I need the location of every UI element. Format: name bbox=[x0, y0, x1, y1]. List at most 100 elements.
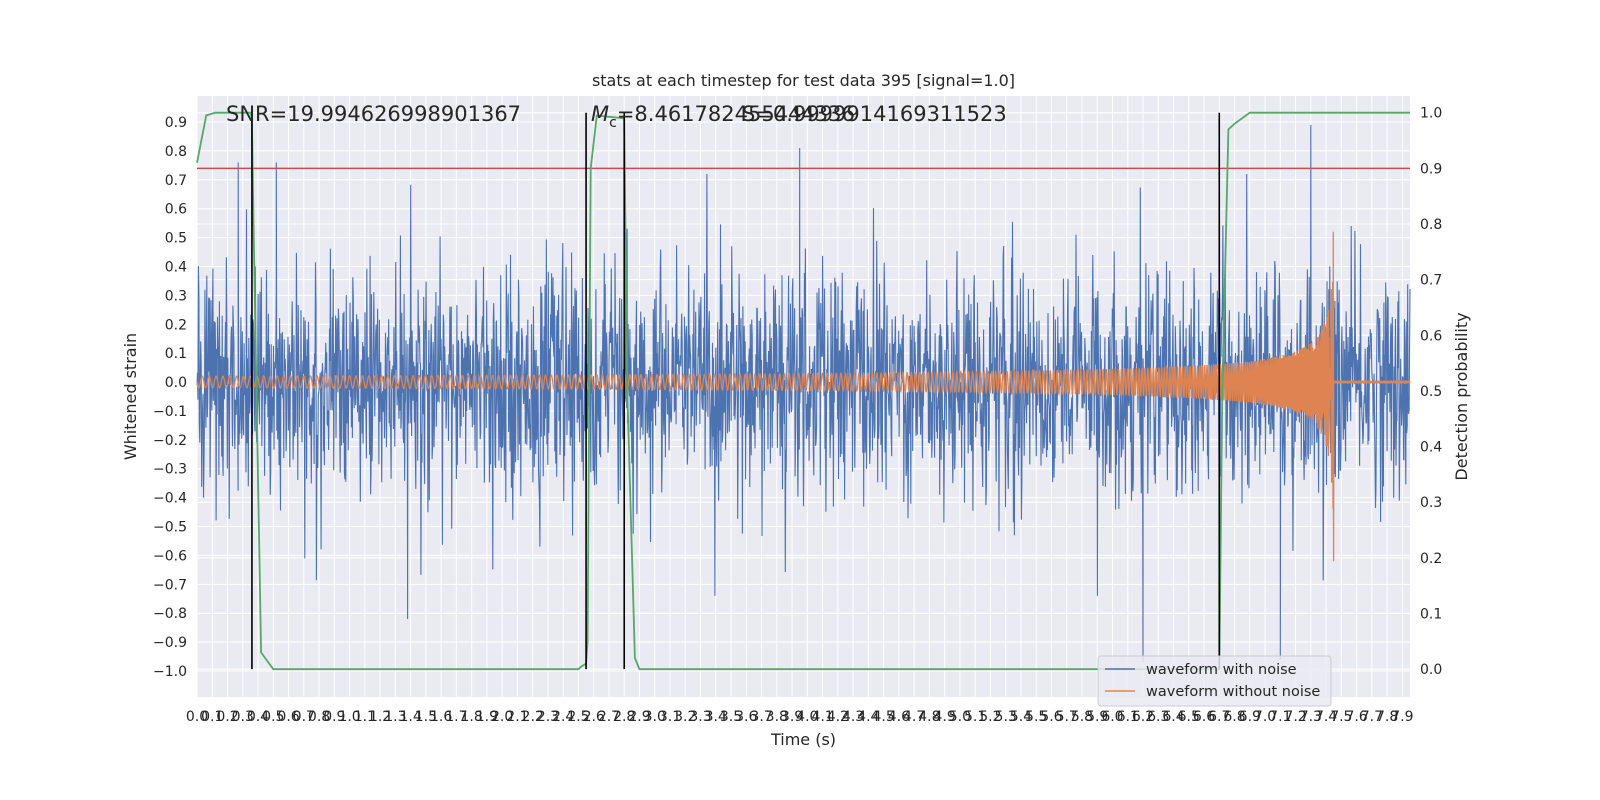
y-tick-label: −1.0 bbox=[153, 664, 187, 680]
x-tick-label: 4.7 bbox=[903, 709, 925, 725]
y-tick-label: 0.7 bbox=[165, 173, 187, 189]
x-tick-label: 6.0 bbox=[1101, 709, 1123, 725]
x-tick-label: 0.3 bbox=[232, 709, 254, 725]
x-tick-label: 5.6 bbox=[1040, 709, 1062, 725]
x-tick-label: 6.3 bbox=[1147, 709, 1169, 725]
x-tick-label: 2.2 bbox=[522, 709, 544, 725]
x-tick-label: 0.9 bbox=[323, 709, 345, 725]
x-tick-label: 2.8 bbox=[613, 709, 635, 725]
y-tick-label: 0.9 bbox=[165, 115, 187, 131]
y-axis-label: Whitened strain bbox=[121, 333, 140, 460]
x-tick-label: 5.4 bbox=[1010, 709, 1032, 725]
x-tick-label: 7.1 bbox=[1269, 709, 1291, 725]
x-tick-label: 5.8 bbox=[1071, 709, 1093, 725]
x-tick-label: 2.3 bbox=[537, 709, 559, 725]
legend: waveform with noise waveform without noi… bbox=[1097, 655, 1332, 707]
x-tick-label: 3.0 bbox=[644, 709, 666, 725]
x-tick-label: 1.3 bbox=[384, 709, 406, 725]
y-tick-label: −0.2 bbox=[153, 433, 187, 449]
x-tick-label: 3.5 bbox=[720, 709, 742, 725]
snr-annotation: SNR=19.994626998901367 bbox=[226, 102, 521, 126]
chirp-mass-annotation: Mc=8.461782455444336 bbox=[591, 102, 855, 131]
x-tick-label: 2.5 bbox=[567, 709, 589, 725]
x-tick-label: 7.6 bbox=[1345, 709, 1367, 725]
y2-tick-label: 1.0 bbox=[1420, 106, 1442, 122]
x-tick-label: 1.9 bbox=[476, 709, 498, 725]
x-tick-label: 3.3 bbox=[689, 709, 711, 725]
y2-axis-label: Detection probability bbox=[1452, 312, 1471, 480]
x-tick-label: 7.5 bbox=[1330, 709, 1352, 725]
y-tick-label: −0.7 bbox=[153, 577, 187, 593]
waveform-without-noise-series bbox=[196, 231, 1411, 562]
x-axis-label: Time (s) bbox=[770, 730, 836, 749]
x-tick-label: 4.4 bbox=[857, 709, 879, 725]
y2-tick-label: 0.5 bbox=[1420, 384, 1442, 400]
x-tick-label: 6.8 bbox=[1223, 709, 1245, 725]
y-tick-label: −0.8 bbox=[153, 606, 187, 622]
y-tick-label: 0.3 bbox=[165, 288, 187, 304]
y-tick-label: 0.8 bbox=[165, 144, 187, 160]
detection-markers bbox=[251, 112, 1221, 670]
x-tick-label: 4.2 bbox=[827, 709, 849, 725]
x-tick-label: 5.9 bbox=[1086, 709, 1108, 725]
x-tick-label: 7.7 bbox=[1361, 709, 1383, 725]
x-tick-label: 3.8 bbox=[766, 709, 788, 725]
x-tick-label: 3.6 bbox=[735, 709, 757, 725]
x-tick-labels: 0.00.10.20.30.40.50.60.70.80.91.01.11.21… bbox=[186, 709, 1414, 725]
x-tick-label: 7.8 bbox=[1376, 709, 1398, 725]
y-tick-label: −0.3 bbox=[153, 462, 187, 478]
y-tick-label: 0.2 bbox=[165, 317, 187, 333]
x-tick-label: 5.1 bbox=[964, 709, 986, 725]
x-tick-label: 4.8 bbox=[918, 709, 940, 725]
x-tick-label: 7.4 bbox=[1315, 709, 1337, 725]
x-tick-label: 3.1 bbox=[659, 709, 681, 725]
y2-tick-labels: 0.0 0.1 0.2 0.3 0.4 0.5 0.6 0.7 0.8 0.9 1.0 bbox=[1420, 106, 1442, 678]
y2-tick-label: 0.6 bbox=[1420, 328, 1442, 344]
x-tick-label: 7.0 bbox=[1254, 709, 1276, 725]
x-tick-label: 7.9 bbox=[1391, 709, 1413, 725]
x-tick-label: 0.2 bbox=[216, 709, 238, 725]
x-tick-label: 1.8 bbox=[461, 709, 483, 725]
x-tick-label: 1.0 bbox=[338, 709, 360, 725]
y2-tick-label: 0.4 bbox=[1420, 440, 1442, 456]
legend-label-noise: waveform with noise bbox=[1146, 662, 1297, 678]
x-tick-label: 0.6 bbox=[277, 709, 299, 725]
y-tick-label: −0.1 bbox=[153, 404, 187, 420]
y-tick-label: 0.5 bbox=[165, 231, 187, 247]
x-tick-label: 4.9 bbox=[934, 709, 956, 725]
x-tick-label: 7.2 bbox=[1284, 709, 1306, 725]
y2-tick-label: 0.3 bbox=[1420, 495, 1442, 511]
y2-tick-label: 0.9 bbox=[1420, 161, 1442, 177]
x-tick-label: 3.7 bbox=[750, 709, 772, 725]
y-tick-label: −0.5 bbox=[153, 520, 187, 536]
x-tick-label: 2.1 bbox=[506, 709, 528, 725]
mc-subscript: c bbox=[609, 115, 617, 131]
x-tick-label: 6.1 bbox=[1117, 709, 1139, 725]
x-tick-label: 3.2 bbox=[674, 709, 696, 725]
x-tick-label: 1.6 bbox=[430, 709, 452, 725]
x-tick-label: 6.2 bbox=[1132, 709, 1154, 725]
x-tick-label: 2.0 bbox=[491, 709, 513, 725]
x-tick-label: 2.7 bbox=[598, 709, 620, 725]
y-tick-labels: −1.0 −0.9 −0.8 −0.7 −0.6 −0.5 −0.4 −0.3 −0.2 −0.1… bbox=[153, 115, 187, 680]
x-tick-label: 5.2 bbox=[979, 709, 1001, 725]
y-tick-label: 0.6 bbox=[165, 202, 187, 218]
x-tick-label: 6.7 bbox=[1208, 709, 1230, 725]
legend-box bbox=[1097, 655, 1332, 707]
score-annotation: S=0.9999914169311523 bbox=[742, 102, 1007, 126]
x-tick-label: 2.4 bbox=[552, 709, 574, 725]
y2-tick-label: 0.2 bbox=[1420, 551, 1442, 567]
x-tick-label: 0.1 bbox=[201, 709, 223, 725]
x-tick-label: 1.7 bbox=[445, 709, 467, 725]
x-tick-label: 2.9 bbox=[628, 709, 650, 725]
y2-tick-label: 0.8 bbox=[1420, 217, 1442, 233]
detection-probability-series bbox=[196, 111, 1410, 671]
x-tick-label: 1.4 bbox=[399, 709, 421, 725]
detection-probability-line bbox=[196, 111, 1410, 671]
x-tick-label: 4.1 bbox=[811, 709, 833, 725]
x-tick-label: 4.0 bbox=[796, 709, 818, 725]
x-tick-label: 1.1 bbox=[354, 709, 376, 725]
x-tick-label: 3.9 bbox=[781, 709, 803, 725]
x-tick-label: 6.6 bbox=[1193, 709, 1215, 725]
